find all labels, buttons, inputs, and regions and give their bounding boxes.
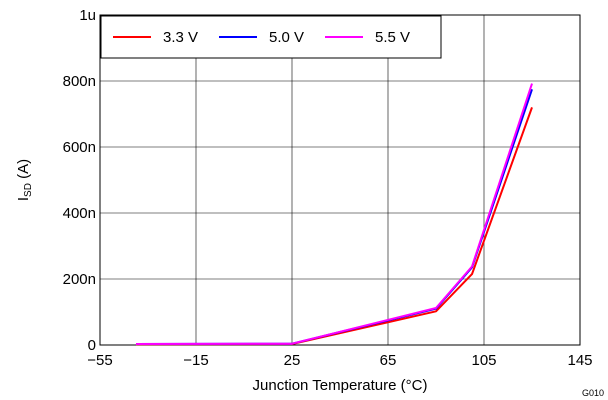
x-tick-label: 25 [284,352,301,369]
grid [99,14,581,346]
y-axis-ticks: 0 200n 400n 600n 800n 1u [63,7,96,354]
x-tick-label: −15 [183,352,208,369]
x-tick-label: 145 [567,352,592,369]
y-tick-label: 0 [88,337,96,354]
y-tick-label: 800n [63,73,96,90]
y-tick-label: 600n [63,139,96,156]
legend: 3.3 V 5.0 V 5.5 V [100,15,442,59]
y-axis-title: ISD (A) [15,159,34,201]
x-tick-label: −55 [87,352,112,369]
legend-label-2: 5.0 V [269,29,304,46]
y-axis-title-subscript: SD [23,183,34,197]
series-line-2 [135,88,533,345]
legend-label-1: 3.3 V [163,29,198,46]
y-axis-title-unit: (A) [15,159,32,183]
legend-box [100,15,442,59]
legend-label-3: 5.5 V [375,29,410,46]
y-axis-title-main: I [15,197,32,201]
figure-code: G010 [582,388,604,398]
y-tick-label: 1u [79,7,96,24]
y-tick-label: 200n [63,271,96,288]
y-tick-label: 400n [63,205,96,222]
x-tick-label: 105 [471,352,496,369]
x-axis-title: Junction Temperature (°C) [253,377,428,394]
series-lines [135,83,533,346]
series-line-3 [135,83,533,345]
x-tick-label: 65 [380,352,397,369]
plot-frame [99,14,581,346]
series-line-1 [135,107,533,346]
x-axis-ticks: −55 −15 25 65 105 145 [87,352,592,369]
